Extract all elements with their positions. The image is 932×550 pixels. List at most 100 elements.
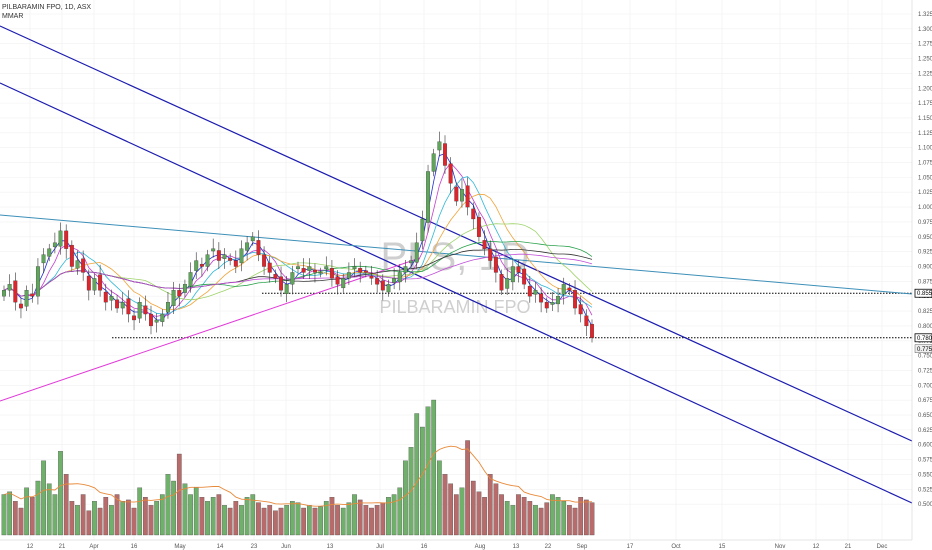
candle-body bbox=[335, 276, 340, 285]
candle-body bbox=[19, 303, 23, 309]
indicator-label: MMAR bbox=[2, 13, 24, 20]
volume-bar bbox=[261, 507, 267, 536]
volume-bar bbox=[555, 497, 561, 536]
candle bbox=[403, 259, 408, 283]
volume-bar bbox=[69, 501, 75, 536]
candle-body bbox=[279, 276, 283, 291]
candle bbox=[352, 258, 357, 278]
price-axis: 1.325 1.300 1.275 1.250 1.225 1.200 1.175 1.150… bbox=[911, 0, 932, 550]
candle bbox=[149, 305, 153, 335]
volume-bar bbox=[86, 510, 92, 536]
candle-body bbox=[92, 278, 97, 291]
candle bbox=[550, 292, 555, 312]
volume-bar bbox=[544, 502, 550, 536]
x-tick-label: 13 bbox=[513, 544, 520, 550]
y-tick-label: 0.725 bbox=[918, 368, 932, 374]
candle-body bbox=[250, 236, 255, 242]
watermark-name: PILBARAMIN FPO bbox=[379, 297, 530, 317]
candle-body bbox=[493, 256, 498, 273]
volume-bar bbox=[578, 497, 584, 536]
candle bbox=[420, 210, 425, 250]
volume-bar bbox=[92, 501, 97, 536]
volume-bar bbox=[465, 440, 470, 536]
y-tick-label: 0.525 bbox=[918, 487, 932, 493]
candle-body bbox=[307, 266, 312, 271]
y-tick-label: 1.250 bbox=[918, 57, 932, 63]
candle bbox=[245, 236, 250, 261]
y-tick-label: 1.075 bbox=[918, 161, 932, 167]
volume-bar bbox=[41, 460, 46, 536]
volume-bar bbox=[436, 460, 442, 536]
x-tick-label: 15 bbox=[719, 544, 726, 550]
volume-bar bbox=[453, 494, 459, 536]
x-tick-label: Apr bbox=[89, 544, 98, 550]
candle-body bbox=[75, 260, 80, 269]
candle bbox=[363, 265, 368, 278]
candle-body bbox=[143, 305, 148, 315]
volume-bar bbox=[312, 507, 318, 536]
candle-body bbox=[216, 250, 221, 261]
volume-bar bbox=[126, 499, 131, 536]
candle bbox=[397, 264, 402, 291]
volume-bar bbox=[538, 507, 544, 536]
volume-bar bbox=[193, 487, 199, 536]
candle bbox=[493, 250, 498, 283]
x-tick-label: 12 bbox=[27, 544, 34, 550]
y-tick-label: 0.550 bbox=[918, 472, 932, 478]
candle-body bbox=[358, 268, 363, 273]
y-tick-label: 0.875 bbox=[918, 279, 932, 285]
candle bbox=[290, 265, 295, 295]
volume-bar bbox=[109, 505, 114, 536]
candle bbox=[69, 240, 74, 272]
volume-bar bbox=[380, 502, 386, 536]
y-tick-label: 0.925 bbox=[918, 250, 932, 256]
candle bbox=[228, 253, 233, 266]
volume-bar bbox=[165, 474, 171, 536]
volume-bar bbox=[244, 497, 250, 536]
volume-bar bbox=[499, 494, 504, 536]
candle bbox=[222, 248, 227, 269]
candle-body bbox=[527, 285, 532, 297]
candle bbox=[522, 264, 527, 290]
candle bbox=[516, 259, 521, 283]
y-tick-label: 1.175 bbox=[918, 101, 932, 107]
candle bbox=[561, 277, 566, 305]
candle-body bbox=[86, 275, 91, 291]
candle-body bbox=[47, 248, 52, 257]
volume-bar bbox=[12, 501, 18, 536]
candle-body bbox=[437, 141, 442, 151]
candle-body bbox=[426, 171, 430, 223]
y-tick-label: 0.700 bbox=[918, 383, 932, 389]
y-tick-label: 1.225 bbox=[918, 71, 932, 77]
x-tick-label: Dec bbox=[877, 544, 888, 550]
candle-body bbox=[341, 278, 346, 289]
candle-body bbox=[245, 242, 250, 251]
volume-bar bbox=[448, 483, 454, 536]
candle bbox=[177, 283, 182, 307]
candle bbox=[58, 222, 63, 255]
candle bbox=[578, 296, 583, 323]
candle bbox=[284, 276, 289, 303]
candle bbox=[262, 246, 267, 275]
volume-bar bbox=[476, 491, 482, 536]
candle-body bbox=[499, 274, 504, 291]
candle-body bbox=[199, 263, 204, 267]
candle-body bbox=[120, 301, 125, 309]
volume-bar bbox=[340, 507, 346, 536]
candle bbox=[482, 230, 487, 256]
volume-bar bbox=[7, 491, 13, 536]
candle-body bbox=[182, 284, 187, 293]
volume-bar bbox=[97, 507, 103, 536]
volume-bar bbox=[431, 399, 437, 536]
candle-body bbox=[284, 284, 289, 294]
candle bbox=[533, 281, 538, 303]
candle-body bbox=[454, 186, 459, 202]
candle bbox=[573, 280, 577, 315]
candle-body bbox=[7, 284, 12, 291]
candle bbox=[205, 249, 210, 272]
candle-body bbox=[149, 313, 153, 327]
symbol-title: PILBARAMIN FPO, 1D, ASX bbox=[2, 4, 92, 11]
volume-bar bbox=[210, 497, 216, 536]
x-tick-label: 13 bbox=[327, 544, 334, 550]
